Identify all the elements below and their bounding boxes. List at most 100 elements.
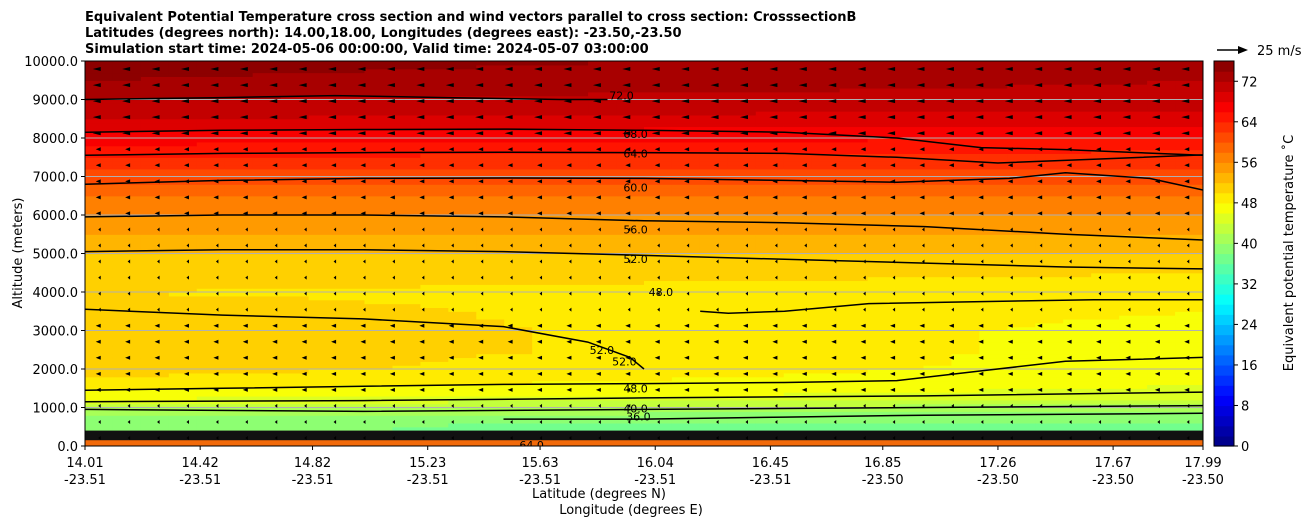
theta-e-cell	[280, 138, 310, 143]
theta-e-cell	[616, 307, 645, 312]
theta-e-cell	[755, 376, 785, 382]
theta-e-cell	[392, 261, 421, 266]
theta-e-cell	[811, 257, 841, 262]
wind-vector	[507, 323, 513, 328]
theta-e-cell	[112, 395, 142, 401]
theta-e-cell	[671, 384, 701, 389]
wind-vector	[890, 323, 896, 328]
theta-e-cell	[196, 369, 226, 374]
theta-e-cell	[1063, 130, 1092, 135]
wind-vector	[951, 435, 954, 440]
theta-e-cell	[420, 388, 449, 393]
theta-e-cell	[699, 315, 729, 320]
theta-e-cell	[895, 419, 925, 424]
wind-vector	[716, 419, 719, 424]
theta-e-cell	[336, 222, 366, 228]
theta-e-cell	[1147, 234, 1176, 239]
theta-e-cell	[1007, 365, 1036, 370]
theta-e-cell	[839, 64, 869, 70]
theta-e-cell	[1147, 384, 1176, 389]
wind-vector	[363, 403, 366, 408]
theta-e-cell	[85, 369, 114, 374]
theta-e-cell	[1091, 284, 1120, 289]
theta-e-cell	[196, 315, 226, 320]
theta-e-cell	[671, 203, 701, 208]
theta-e-cell	[420, 326, 449, 332]
theta-e-cell	[420, 103, 449, 108]
wind-vector	[274, 275, 278, 280]
theta-e-cell	[671, 311, 701, 316]
theta-e-cell	[1035, 311, 1064, 316]
wind-vector	[833, 275, 837, 280]
wind-vector	[975, 99, 984, 104]
theta-e-cell	[588, 303, 617, 308]
theta-e-cell	[140, 315, 170, 320]
theta-e-cell	[336, 184, 366, 189]
theta-e-cell	[280, 249, 310, 255]
theta-e-cell	[504, 172, 533, 178]
theta-e-cell	[504, 334, 533, 339]
theta-e-cell	[811, 315, 841, 320]
wind-vector	[448, 323, 454, 328]
theta-e-cell	[923, 265, 953, 270]
wind-vector	[980, 275, 984, 280]
theta-e-cell	[616, 426, 645, 432]
theta-e-cell	[224, 388, 254, 393]
wind-vector	[598, 435, 601, 440]
theta-e-cell	[1063, 295, 1092, 301]
theta-e-cell	[112, 68, 142, 74]
theta-e-cell	[699, 249, 729, 255]
wind-vector	[1125, 211, 1131, 216]
wind-vectors	[92, 67, 1190, 440]
wind-vector	[592, 67, 601, 72]
theta-e-cell	[895, 230, 925, 235]
theta-e-cell	[85, 218, 114, 224]
theta-e-cell	[560, 114, 589, 120]
theta-e-cell	[1119, 141, 1148, 147]
theta-e-cell	[448, 353, 477, 359]
theta-e-cell	[923, 103, 953, 108]
wind-vector	[98, 307, 101, 312]
contour-line-36	[503, 412, 1203, 420]
theta-e-cell	[1063, 288, 1092, 293]
theta-e-cell	[1007, 349, 1036, 355]
theta-e-cell	[1063, 164, 1092, 170]
wind-vector	[331, 387, 337, 392]
theta-e-cell	[420, 188, 449, 193]
theta-e-cell	[168, 87, 198, 93]
theta-e-cell	[1007, 399, 1036, 405]
theta-e-cell	[504, 238, 533, 243]
wind-vector	[595, 163, 601, 168]
theta-e-cell	[112, 103, 142, 108]
theta-e-cell	[560, 191, 589, 197]
theta-e-cell	[979, 395, 1008, 401]
theta-e-cell	[532, 199, 561, 205]
theta-e-cell	[867, 388, 897, 393]
wind-vector	[919, 179, 925, 184]
wind-vector	[1069, 419, 1072, 424]
wind-vector	[595, 179, 601, 184]
theta-e-cell	[1063, 334, 1092, 339]
wind-vector	[951, 403, 954, 408]
theta-e-cell	[755, 330, 785, 335]
theta-e-cell	[224, 215, 254, 220]
theta-e-cell	[392, 84, 421, 89]
theta-e-cell	[1091, 257, 1120, 262]
theta-e-cell	[560, 253, 589, 258]
theta-e-cell	[839, 107, 869, 112]
theta-e-cell	[616, 345, 645, 351]
theta-e-cell	[699, 342, 729, 347]
wind-vector	[510, 307, 513, 312]
theta-e-cell	[1091, 111, 1120, 116]
wind-vector	[215, 419, 219, 424]
wind-vector	[1096, 355, 1102, 360]
theta-e-cell	[420, 407, 449, 412]
wind-vector	[890, 163, 896, 168]
wind-vector	[563, 131, 572, 136]
theta-e-cell	[1063, 222, 1092, 228]
theta-e-cell	[280, 357, 310, 362]
wind-vector	[916, 131, 925, 136]
theta-e-cell	[1007, 318, 1036, 324]
theta-e-cell	[644, 230, 673, 235]
theta-e-cell	[895, 130, 925, 135]
